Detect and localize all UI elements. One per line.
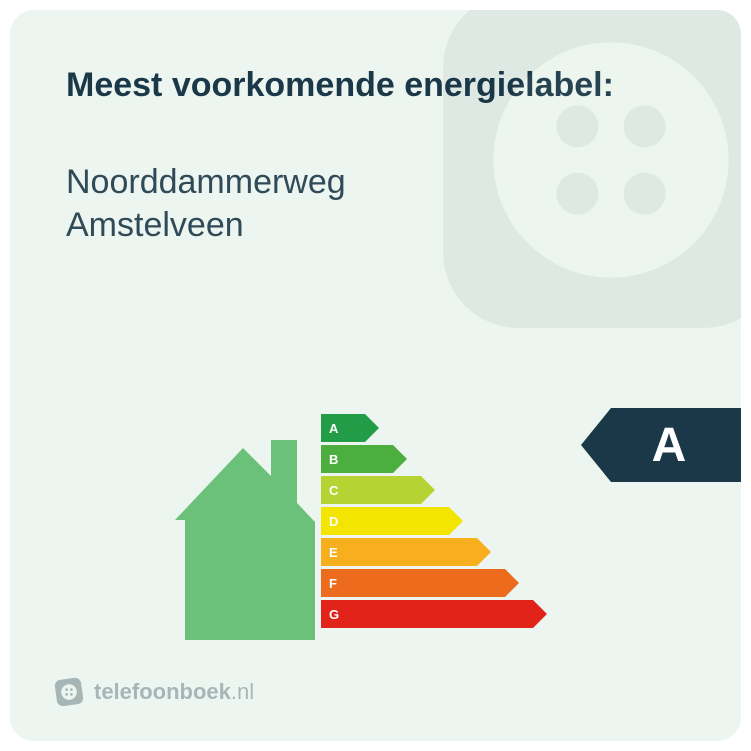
brand-name: telefoonboek bbox=[94, 679, 231, 704]
brand-icon bbox=[54, 677, 84, 707]
energy-bar-label: B bbox=[321, 445, 393, 473]
energy-bar-arrow bbox=[477, 538, 491, 566]
energy-bar-arrow bbox=[505, 569, 519, 597]
energy-label-graphic: ABCDEFG bbox=[175, 410, 547, 640]
energy-bar-label: C bbox=[321, 476, 421, 504]
location-line-2: Amstelveen bbox=[66, 204, 685, 247]
energy-bar-d: D bbox=[321, 507, 547, 535]
energy-bar-label: F bbox=[321, 569, 505, 597]
result-badge: A bbox=[581, 408, 741, 482]
energy-bar-f: F bbox=[321, 569, 547, 597]
energy-bar-label: E bbox=[321, 538, 477, 566]
energy-bar-arrow bbox=[365, 414, 379, 442]
energy-bar-b: B bbox=[321, 445, 547, 473]
brand-text: telefoonboek.nl bbox=[94, 679, 254, 705]
energy-label-card: Meest voorkomende energielabel: Noorddam… bbox=[10, 10, 741, 741]
energy-bar-arrow bbox=[421, 476, 435, 504]
energy-bar-e: E bbox=[321, 538, 547, 566]
energy-bar-arrow bbox=[449, 507, 463, 535]
card-title: Meest voorkomende energielabel: bbox=[66, 66, 685, 105]
energy-bar-label: A bbox=[321, 414, 365, 442]
house-icon bbox=[175, 410, 315, 640]
energy-bar-arrow bbox=[533, 600, 547, 628]
footer-brand: telefoonboek.nl bbox=[54, 677, 254, 707]
energy-bar-arrow bbox=[393, 445, 407, 473]
energy-bar-c: C bbox=[321, 476, 547, 504]
location-line-1: Noorddammerweg bbox=[66, 161, 685, 204]
energy-bar-label: D bbox=[321, 507, 449, 535]
energy-bars: ABCDEFG bbox=[321, 410, 547, 628]
energy-bar-g: G bbox=[321, 600, 547, 628]
energy-bar-label: G bbox=[321, 600, 533, 628]
result-badge-arrow bbox=[581, 408, 611, 482]
brand-tld: .nl bbox=[231, 679, 254, 704]
energy-bar-a: A bbox=[321, 414, 547, 442]
location-block: Noorddammerweg Amstelveen bbox=[66, 161, 685, 246]
result-letter: A bbox=[611, 408, 741, 482]
